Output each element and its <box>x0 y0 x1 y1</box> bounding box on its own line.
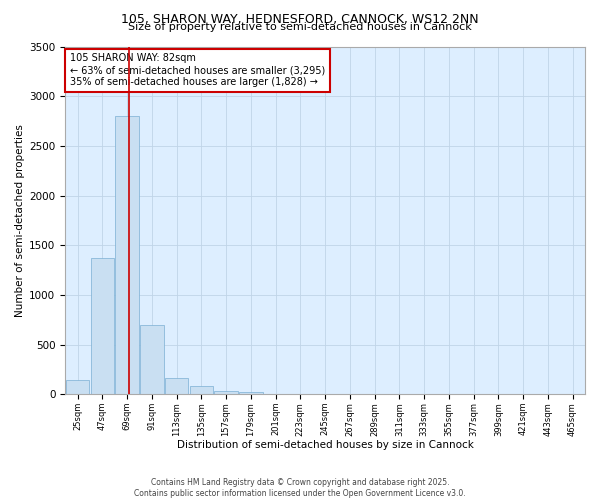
Bar <box>190 386 213 394</box>
X-axis label: Distribution of semi-detached houses by size in Cannock: Distribution of semi-detached houses by … <box>176 440 473 450</box>
Bar <box>66 380 89 394</box>
Text: 105 SHARON WAY: 82sqm
← 63% of semi-detached houses are smaller (3,295)
35% of s: 105 SHARON WAY: 82sqm ← 63% of semi-deta… <box>70 54 326 86</box>
Text: Contains HM Land Registry data © Crown copyright and database right 2025.
Contai: Contains HM Land Registry data © Crown c… <box>134 478 466 498</box>
Bar <box>115 116 139 394</box>
Text: 105, SHARON WAY, HEDNESFORD, CANNOCK, WS12 2NN: 105, SHARON WAY, HEDNESFORD, CANNOCK, WS… <box>121 12 479 26</box>
Bar <box>239 392 263 394</box>
Bar <box>165 378 188 394</box>
Bar <box>140 324 164 394</box>
Bar <box>214 390 238 394</box>
Bar <box>91 258 114 394</box>
Y-axis label: Number of semi-detached properties: Number of semi-detached properties <box>15 124 25 317</box>
Text: Size of property relative to semi-detached houses in Cannock: Size of property relative to semi-detach… <box>128 22 472 32</box>
